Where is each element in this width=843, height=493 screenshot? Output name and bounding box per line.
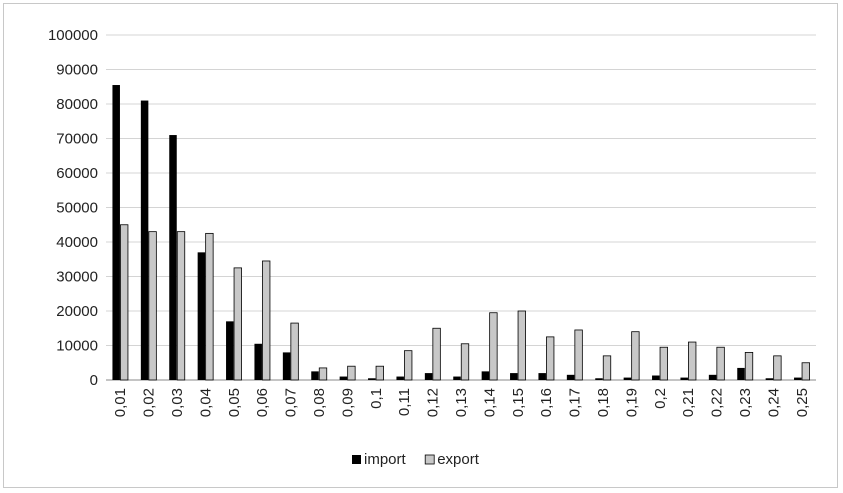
bar-export	[148, 231, 157, 381]
bar-import	[169, 135, 177, 380]
legend-label-export: export	[437, 451, 480, 468]
chart-frame: 0 10000 20000 30000 40000 50000 60000 70000 8000…	[3, 3, 838, 488]
bar-export	[120, 224, 129, 381]
x-tick-label: 0,12	[425, 388, 442, 417]
x-tick-label: 0,05	[226, 388, 243, 417]
x-tick-label: 0,09	[339, 388, 356, 417]
bar-import	[680, 377, 688, 380]
bar-import	[339, 376, 348, 380]
bar-export	[801, 362, 810, 381]
bar-export	[375, 365, 384, 381]
bars	[112, 85, 810, 381]
legend-swatch-export	[424, 454, 435, 465]
x-tick-label: 0,1	[368, 388, 385, 409]
x-tick-label: 0,17	[567, 388, 584, 417]
bar-export	[659, 346, 668, 381]
x-axis: 0,01 0,02 0,03 0,04 0,05 0,06 0,07 0,08 0,09 0,1 0…	[112, 388, 811, 417]
y-tick-label: 60000	[56, 165, 98, 182]
bar-import	[595, 378, 603, 380]
x-tick-label: 0,07	[283, 388, 300, 417]
bar-export	[489, 312, 498, 381]
bar-import	[140, 100, 149, 381]
legend-label-import: import	[364, 451, 407, 468]
bar-export	[517, 310, 526, 381]
bar-export	[290, 322, 299, 381]
bar-export	[176, 231, 186, 381]
y-axis: 0 10000 20000 30000 40000 50000 60000 70000 8000…	[48, 27, 98, 389]
y-tick-label: 70000	[56, 131, 98, 148]
gridlines	[106, 34, 816, 381]
bar-export	[404, 350, 413, 381]
bar-import	[737, 367, 745, 380]
bar-export	[546, 336, 555, 381]
x-tick-label: 0,24	[765, 388, 782, 417]
bar-import	[566, 374, 575, 380]
x-tick-label: 0,02	[141, 388, 158, 417]
bar-export	[205, 232, 214, 381]
bar-import	[424, 373, 433, 380]
bar-import	[396, 376, 404, 380]
x-tick-label: 0,03	[169, 388, 186, 417]
bar-import	[282, 352, 291, 380]
bar-export	[318, 367, 328, 381]
x-tick-label: 0,25	[794, 388, 811, 417]
legend-swatch-import	[352, 455, 361, 464]
x-tick-label: 0,23	[737, 388, 754, 417]
bar-import	[197, 252, 206, 380]
y-tick-label: 100000	[48, 27, 98, 44]
bar-export	[233, 267, 242, 381]
bar-export	[460, 343, 470, 381]
bar-import	[368, 378, 376, 380]
bar-import	[112, 85, 120, 381]
y-tick-label: 80000	[56, 96, 98, 113]
y-tick-label: 40000	[56, 234, 98, 251]
x-tick-label: 0,13	[453, 388, 470, 417]
bar-import	[311, 371, 319, 380]
bar-import	[510, 373, 518, 380]
y-tick-label: 10000	[56, 338, 98, 355]
x-tick-label: 0,18	[595, 388, 612, 417]
bar-import	[226, 321, 234, 380]
x-tick-label: 0,11	[396, 388, 413, 416]
y-tick-label: 20000	[56, 303, 98, 320]
legend: import export	[352, 451, 480, 468]
bar-export	[688, 341, 697, 381]
bar-import	[765, 378, 774, 380]
bar-import	[453, 376, 461, 380]
x-tick-label: 0,16	[538, 388, 555, 417]
x-tick-label: 0,04	[197, 388, 214, 417]
x-tick-label: 0,19	[623, 388, 640, 417]
bar-import	[538, 373, 546, 380]
bar-import	[708, 374, 717, 380]
y-tick-label: 90000	[56, 62, 98, 79]
bar-export	[716, 346, 725, 381]
bar-import	[254, 343, 262, 380]
bar-export	[262, 260, 271, 381]
y-tick-label: 0	[90, 372, 98, 389]
bar-export	[744, 351, 754, 381]
bar-export	[602, 355, 612, 381]
y-tick-label: 50000	[56, 200, 98, 217]
x-tick-label: 0,01	[112, 388, 129, 417]
bar-export	[773, 355, 782, 381]
x-tick-label: 0,21	[680, 388, 697, 417]
x-tick-label: 0,15	[510, 388, 527, 417]
bar-import	[481, 371, 490, 380]
bar-export	[347, 365, 356, 381]
bar-import	[623, 377, 632, 380]
bar-import	[652, 375, 660, 380]
x-tick-label: 0,06	[254, 388, 271, 417]
bar-export	[574, 329, 583, 381]
x-tick-label: 0,14	[481, 388, 498, 417]
bar-import	[794, 377, 802, 380]
bar-export	[432, 327, 441, 381]
x-tick-label: 0,22	[709, 388, 726, 417]
x-tick-label: 0,2	[652, 388, 669, 409]
bar-export	[631, 331, 640, 381]
x-tick-label: 0,08	[311, 388, 328, 417]
bar-chart: 0 10000 20000 30000 40000 50000 60000 70000 8000…	[48, 27, 816, 468]
y-tick-label: 30000	[56, 269, 98, 286]
